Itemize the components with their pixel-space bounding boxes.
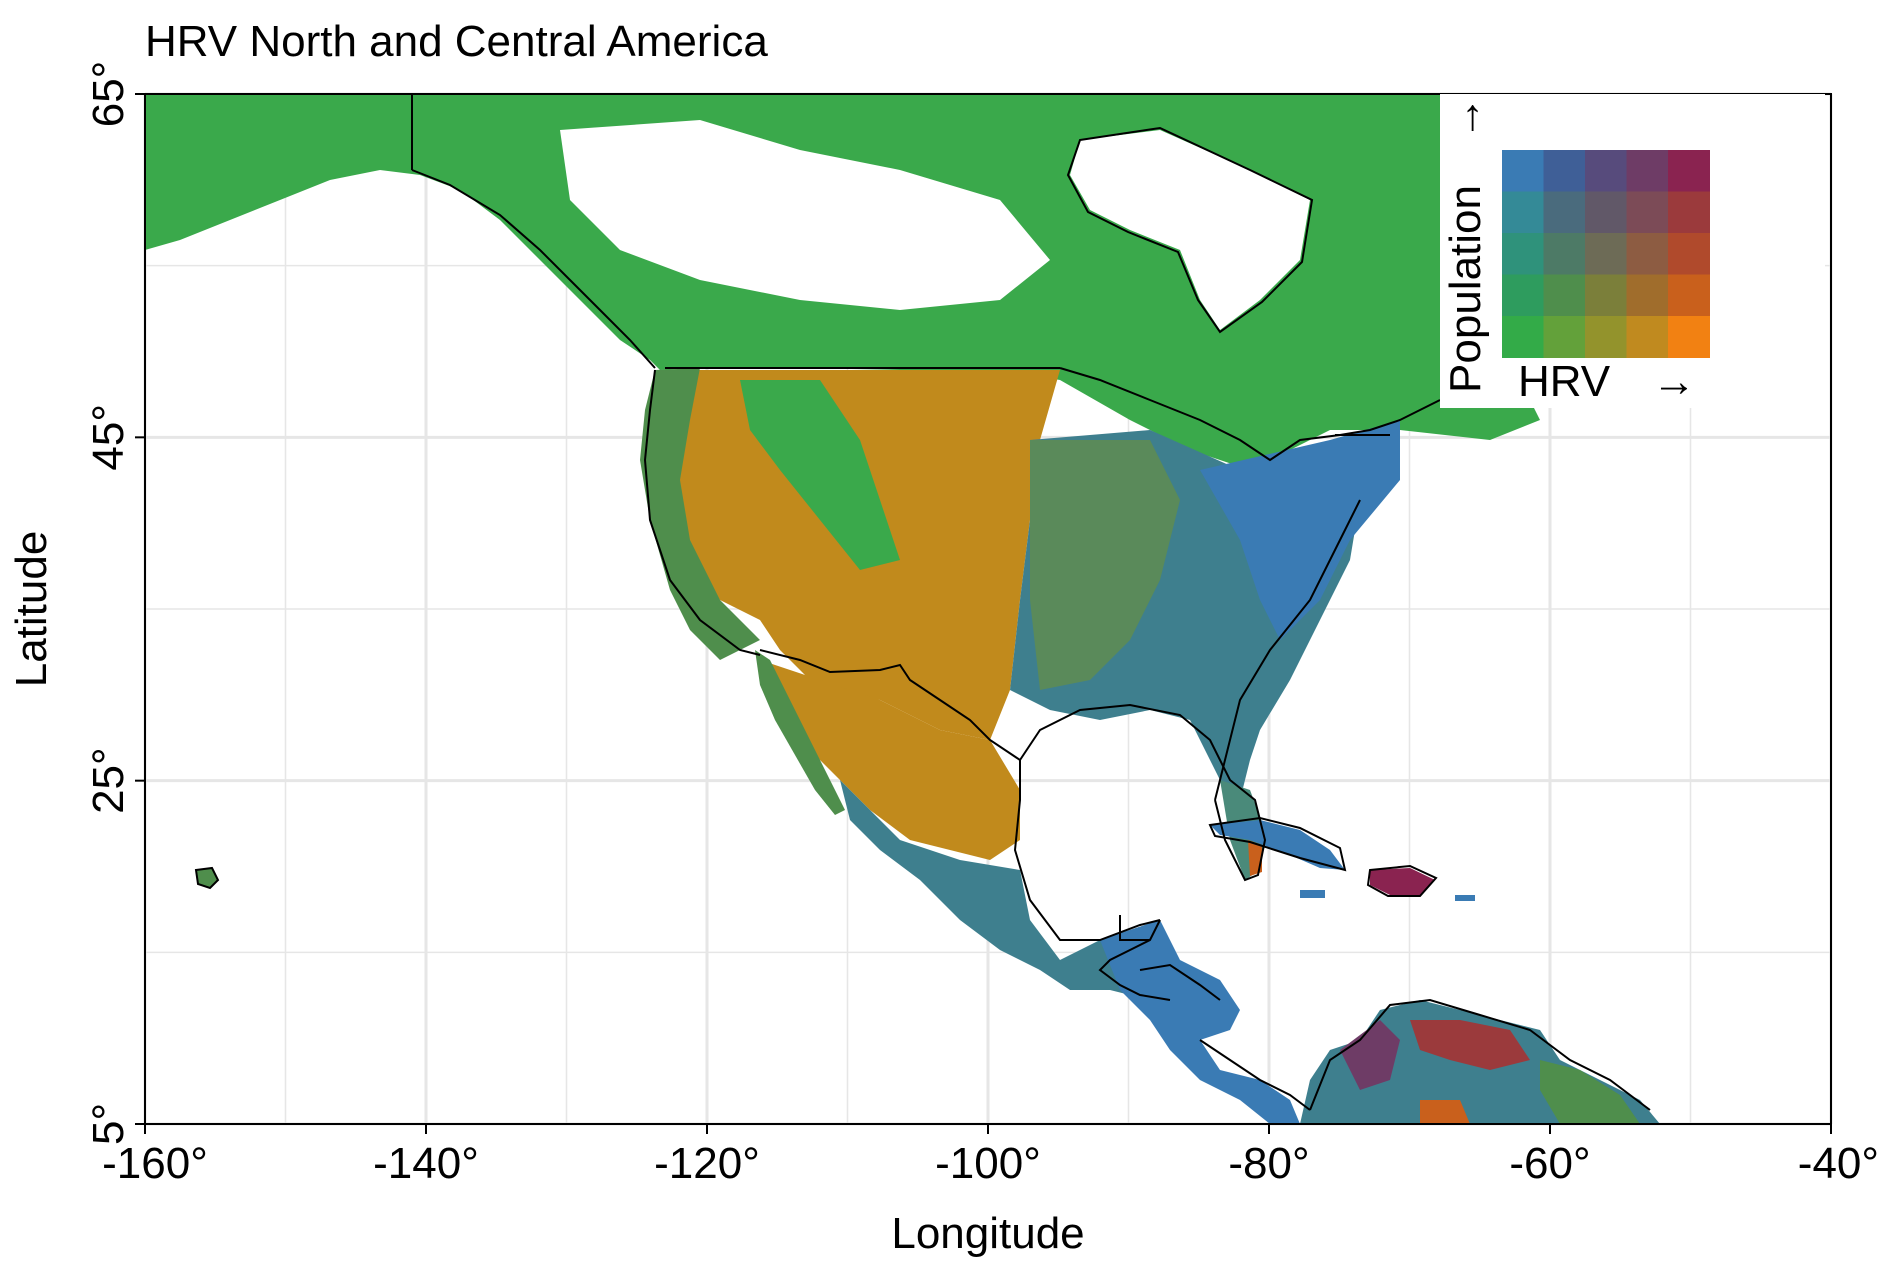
region-sa-south [1420,1100,1470,1124]
x-axis-label: Longitude [891,1209,1084,1258]
x-tick-label-6: -40° [1798,1139,1879,1188]
legend-x-arrow: → [1652,357,1696,406]
region-central-america [1100,920,1300,1124]
region-us-midwest [1030,440,1180,690]
legend-cell-r4-c2 [1585,316,1627,358]
region-hawaii [196,868,218,888]
legend-cell-r0-c0 [1502,150,1544,192]
legend-cell-r1-c0 [1502,191,1544,234]
region-colombia [1340,1020,1400,1090]
y-tick-label-1: 25° [84,747,133,814]
legend-cell-r2-c4 [1668,233,1710,275]
x-tick-label-2: -120° [654,1139,760,1188]
tundra-gap [560,120,1050,310]
legend-cell-r0-c2 [1585,150,1627,192]
raster-layer [145,94,1660,1124]
y-tick-label-0: 5° [84,1103,133,1145]
legend-cell-r0-c1 [1543,150,1586,192]
legend-cell-r3-c2 [1585,274,1627,317]
y-tick-label-3: 65° [84,61,133,128]
x-tick-label-4: -80° [1228,1139,1309,1188]
legend-cell-r1-c3 [1626,191,1669,234]
legend-cell-r3-c0 [1502,274,1544,317]
y-axis-ticks: 5° 25° 45° 65° [84,61,145,1145]
legend-x-label: HRV [1518,357,1611,406]
region-venezuela [1410,1020,1530,1070]
bivariate-legend: HRV → Population → [1440,94,1825,408]
x-tick-label-0: -160° [102,1139,208,1188]
region-rockies [740,380,900,570]
legend-cell-r4-c1 [1543,316,1586,358]
legend-cell-r2-c0 [1502,233,1544,275]
x-tick-label-5: -60° [1509,1139,1590,1188]
region-puerto-rico [1455,895,1475,901]
legend-cell-r4-c4 [1668,316,1710,358]
legend-cell-r1-c1 [1543,191,1586,234]
legend-cell-r0-c4 [1668,150,1710,192]
region-mexico-south [840,780,1170,1000]
legend-cell-r2-c2 [1585,233,1627,275]
legend-cell-r1-c2 [1585,191,1627,234]
region-florida-south [1248,840,1262,876]
region-us-northeast [1200,420,1400,640]
legend-cell-r1-c4 [1668,191,1710,234]
region-baja [755,650,845,815]
borders [194,94,1651,1111]
legend-cell-r2-c1 [1543,233,1586,275]
legend-cell-r2-c3 [1626,233,1669,275]
region-mexico-north [760,660,1020,860]
region-hispaniola [1370,868,1435,895]
legend-cell-r3-c4 [1668,274,1710,317]
x-tick-label-3: -100° [935,1139,1041,1188]
legend-cell-r3-c1 [1543,274,1586,317]
x-axis-ticks: -160° -140° -120° -100° -80° -60° -40° [102,1124,1879,1188]
legend-cell-r4-c0 [1502,316,1544,358]
legend-cell-r4-c3 [1626,316,1669,358]
legend-cell-r0-c3 [1626,150,1669,192]
region-jamaica [1300,890,1325,898]
legend-y-arrow: → [1441,96,1490,140]
legend-cell-r3-c3 [1626,274,1669,317]
hudson-bay [1070,130,1310,330]
region-us-pacific [640,368,760,660]
x-tick-label-1: -140° [373,1139,479,1188]
region-guiana [1540,1060,1640,1124]
legend-y-label: Population [1441,185,1490,393]
y-tick-label-2: 45° [84,404,133,471]
y-axis-label: Latitude [7,531,56,688]
map-title: HRV North and Central America [145,17,768,66]
legend-color-grid [1502,150,1710,358]
region-cuba [1210,820,1345,870]
